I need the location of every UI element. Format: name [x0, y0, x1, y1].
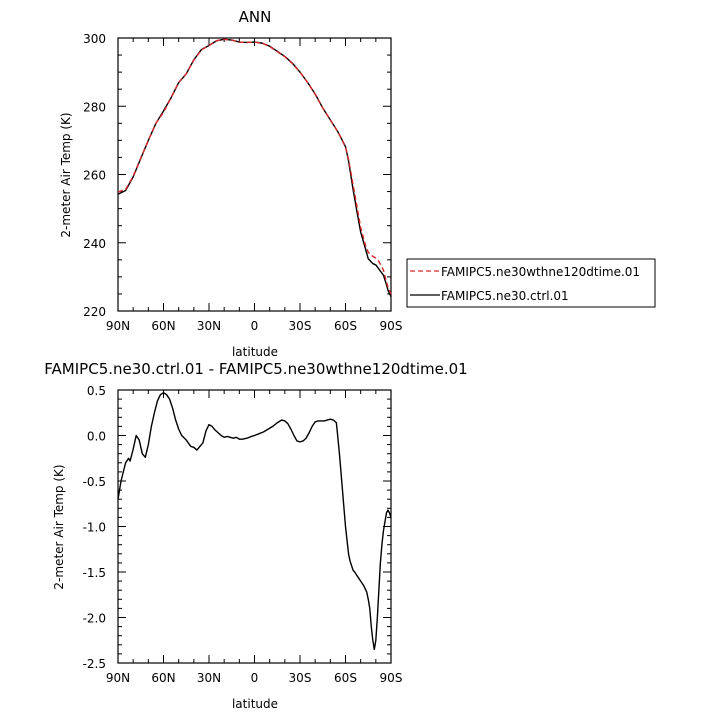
y-tick-label: 0.0 [87, 430, 106, 444]
y-tick-label: -2.0 [83, 612, 106, 626]
x-tick-label: 60S [334, 319, 357, 333]
y-tick-label: -1.0 [83, 521, 106, 535]
series-line-0 [117, 38, 392, 295]
series-line-0 [117, 392, 392, 651]
legend-entry-0: FAMIPC5.ne30wthne120dtime.01 [441, 265, 640, 279]
x-tick-label: 60N [151, 319, 175, 333]
x-tick-label: 90N [106, 671, 130, 685]
y-tick-label: -0.5 [83, 475, 106, 489]
y-tick-label: 240 [83, 237, 106, 251]
y-tick-label: 280 [83, 100, 106, 114]
y-tick-label: 0.5 [87, 384, 106, 398]
bottom-y-tick-labels: -2.5 -2.0 -1.5 -1.0 -0.5 0.0 0.5 [83, 384, 106, 671]
legend-box [406, 258, 656, 308]
bottom-y-axis-label: 2-meter Air Temp (K) [52, 464, 66, 589]
y-tick-label: 260 [83, 169, 106, 183]
top-series-group [117, 38, 392, 297]
top-legend: FAMIPC5.ne30wthne120dtime.01 FAMIPC5.ne3… [406, 258, 656, 308]
top-y-axis-label: 2-meter Air Temp (K) [59, 112, 73, 237]
top-x-axis-label: latitude [232, 345, 278, 359]
x-tick-label: 30S [289, 319, 312, 333]
x-tick-label: 90S [380, 671, 403, 685]
x-tick-label: 60S [334, 671, 357, 685]
bottom-chart-title: FAMIPC5.ne30.ctrl.01 - FAMIPC5.ne30wthne… [44, 360, 467, 378]
bottom-chart: FAMIPC5.ne30.ctrl.01 - FAMIPC5.ne30wthne… [44, 360, 467, 711]
y-tick-label: 300 [83, 32, 106, 46]
top-chart: ANN 90N 60N 30N 0 30S 60S 90S 220240260280300 … [59, 8, 656, 359]
x-tick-label: 60N [151, 671, 175, 685]
x-tick-label: 0 [251, 671, 259, 685]
y-tick-label: -2.5 [83, 657, 106, 671]
bottom-x-axis-label: latitude [232, 697, 278, 711]
legend-entry-1: FAMIPC5.ne30.ctrl.01 [441, 289, 569, 303]
bottom-axis-ticks [117, 389, 392, 664]
x-tick-label: 30N [197, 671, 221, 685]
top-chart-title: ANN [239, 8, 272, 26]
x-tick-label: 30S [289, 671, 312, 685]
x-tick-label: 90S [380, 319, 403, 333]
bottom-x-tick-labels: 90N 60N 30N 0 30S 60S 90S [106, 671, 403, 685]
top-y-tick-labels: 220 240 260 280 300 [83, 32, 106, 319]
y-tick-label: -1.5 [83, 566, 106, 580]
y-tick-label: 220 [83, 305, 106, 319]
top-x-tick-labels: 90N 60N 30N 0 30S 60S 90S [106, 319, 403, 333]
bottom-series-group [117, 392, 392, 651]
x-tick-label: 90N [106, 319, 130, 333]
bottom-plot-frame [117, 389, 392, 664]
x-tick-label: 0 [251, 319, 259, 333]
x-tick-label: 30N [197, 319, 221, 333]
